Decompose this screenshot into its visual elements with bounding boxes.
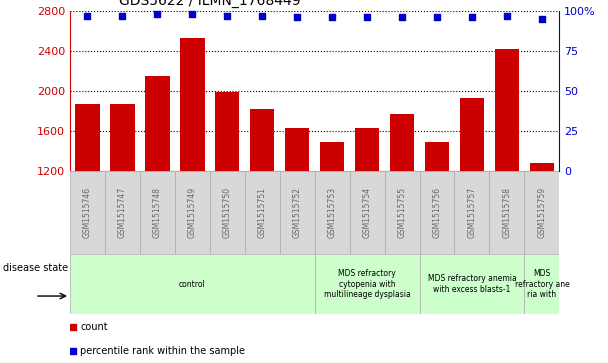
Bar xyxy=(460,98,484,290)
Text: GSM1515754: GSM1515754 xyxy=(362,187,371,238)
Bar xyxy=(390,114,414,290)
Bar xyxy=(110,104,134,290)
Point xyxy=(117,13,127,19)
Bar xyxy=(280,171,315,254)
Bar xyxy=(250,109,274,290)
Bar xyxy=(320,142,344,290)
Point xyxy=(68,348,78,354)
Bar xyxy=(175,171,210,254)
Text: GDS5622 / ILMN_1768449: GDS5622 / ILMN_1768449 xyxy=(119,0,300,8)
Point xyxy=(537,16,547,22)
Text: MDS refractory anemia
with excess blasts-1: MDS refractory anemia with excess blasts… xyxy=(427,274,516,294)
Bar xyxy=(489,171,525,254)
Bar xyxy=(105,171,140,254)
Text: count: count xyxy=(80,322,108,332)
Bar xyxy=(215,92,240,290)
Bar xyxy=(524,171,559,254)
Text: GSM1515758: GSM1515758 xyxy=(502,187,511,238)
Text: disease state: disease state xyxy=(3,263,68,273)
Text: GSM1515756: GSM1515756 xyxy=(432,187,441,238)
Bar xyxy=(145,76,170,290)
Text: GSM1515750: GSM1515750 xyxy=(223,187,232,238)
Text: GSM1515749: GSM1515749 xyxy=(188,187,197,238)
Bar xyxy=(70,254,315,314)
Text: GSM1515759: GSM1515759 xyxy=(537,187,547,238)
Bar xyxy=(420,254,524,314)
Bar xyxy=(244,171,280,254)
Point xyxy=(187,11,197,17)
Bar xyxy=(355,128,379,290)
Point xyxy=(397,15,407,20)
Bar xyxy=(70,171,105,254)
Bar xyxy=(75,104,100,290)
Point xyxy=(327,15,337,20)
Text: GSM1515755: GSM1515755 xyxy=(398,187,407,238)
Point xyxy=(257,13,267,19)
Point xyxy=(467,15,477,20)
Text: MDS
refractory ane
ria with: MDS refractory ane ria with xyxy=(514,269,569,299)
Point xyxy=(432,15,442,20)
Text: GSM1515747: GSM1515747 xyxy=(118,187,127,238)
Text: percentile rank within the sample: percentile rank within the sample xyxy=(80,346,245,356)
Bar xyxy=(350,171,384,254)
Bar xyxy=(425,142,449,290)
Bar xyxy=(210,171,244,254)
Point xyxy=(153,11,162,17)
Text: GSM1515757: GSM1515757 xyxy=(468,187,477,238)
Bar xyxy=(530,163,554,290)
Bar xyxy=(140,171,175,254)
Point xyxy=(223,13,232,19)
Bar xyxy=(454,171,489,254)
Point xyxy=(502,13,512,19)
Text: MDS refractory
cytopenia with
multilineage dysplasia: MDS refractory cytopenia with multilinea… xyxy=(323,269,410,299)
Point xyxy=(362,15,372,20)
Bar xyxy=(524,254,559,314)
Bar xyxy=(385,171,420,254)
Point xyxy=(292,15,302,20)
Bar xyxy=(315,171,350,254)
Text: GSM1515746: GSM1515746 xyxy=(83,187,92,238)
Text: GSM1515748: GSM1515748 xyxy=(153,187,162,238)
Bar xyxy=(285,128,309,290)
Text: GSM1515752: GSM1515752 xyxy=(292,187,302,238)
Bar xyxy=(180,38,204,290)
Text: control: control xyxy=(179,280,206,289)
Point xyxy=(68,324,78,330)
Bar xyxy=(495,49,519,290)
Text: GSM1515751: GSM1515751 xyxy=(258,187,267,238)
Bar xyxy=(315,254,420,314)
Bar xyxy=(420,171,454,254)
Text: GSM1515753: GSM1515753 xyxy=(328,187,337,238)
Point xyxy=(83,13,92,19)
